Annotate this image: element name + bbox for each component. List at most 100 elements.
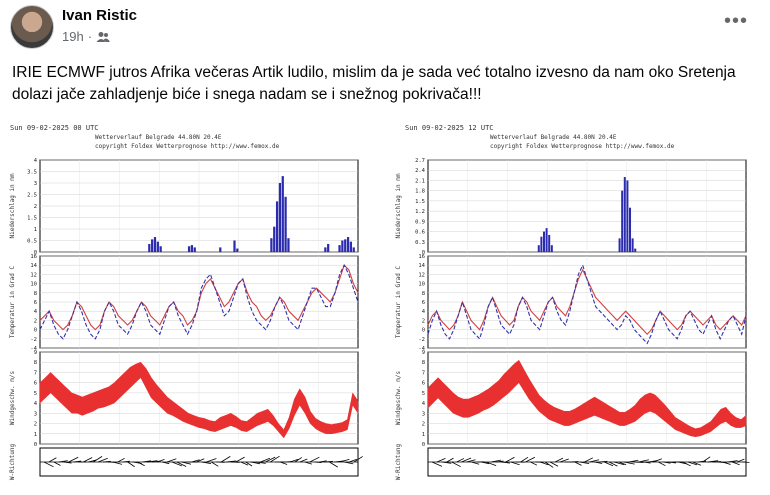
wind-tick-label: 7 xyxy=(34,370,37,376)
precip-bar xyxy=(160,246,162,252)
temp-tick-label: 8 xyxy=(34,291,37,297)
precip-bar xyxy=(538,245,540,252)
precip-tick-label: 0.6 xyxy=(415,230,425,236)
precip-bar xyxy=(191,245,193,252)
precip-bar xyxy=(154,237,156,252)
temp-tick-label: 0 xyxy=(34,328,37,334)
precip-bar xyxy=(624,177,626,252)
temp-tick-label: 14 xyxy=(418,263,425,269)
temp-ylabel-right: Temperatur in Grad C xyxy=(395,265,402,338)
chart-station-left: Wetterverlauf Belgrade 44.80N 20.4E xyxy=(95,134,222,141)
friends-icon xyxy=(96,31,110,43)
precip-tick-label: 3.5 xyxy=(27,170,37,176)
wind-tick-label: 1 xyxy=(34,432,37,438)
precip-tick-label: 1.2 xyxy=(415,209,425,215)
dir-ylabel-left: W-Richtung xyxy=(9,444,16,481)
precip-bar xyxy=(546,228,548,252)
precip-bar xyxy=(350,242,352,252)
temp-tick-label: 2 xyxy=(34,318,37,324)
temp-tick-label: 16 xyxy=(418,254,425,260)
meta-separator: · xyxy=(88,29,92,44)
precip-bar xyxy=(324,247,326,252)
precip-bar xyxy=(270,238,272,252)
wind-tick-label: 8 xyxy=(422,360,425,366)
precip-bar xyxy=(626,180,628,252)
dir-panel-left: W-Richtung xyxy=(9,444,363,481)
precip-bar xyxy=(282,176,284,252)
temp-tick-label: 0 xyxy=(422,328,425,334)
precip-tick-label: 0.5 xyxy=(27,239,37,245)
temp-tick-label: -2 xyxy=(418,337,425,343)
temp-ylabel-left: Temperatur in Grad C xyxy=(9,265,16,338)
wind-tick-label: 3 xyxy=(422,411,425,417)
temp-tick-label: 8 xyxy=(422,291,425,297)
temp-tick-label: 12 xyxy=(30,272,37,278)
chart-header-left: Sun 09-02-2025 00 UTC xyxy=(10,124,99,132)
precip-bar xyxy=(338,245,340,252)
chart-station-right: Wetterverlauf Belgrade 44.80N 20.4E xyxy=(490,134,617,141)
chart-copyright-left: copyright Foldex Wetterprognose http://w… xyxy=(95,143,280,150)
precip-bar xyxy=(543,232,545,252)
precip-ylabel-right: Niederschlag in mm xyxy=(395,173,402,238)
precip-bar xyxy=(629,208,631,252)
author-name[interactable]: Ivan Ristic xyxy=(62,7,137,24)
post-meta: 19h · xyxy=(62,29,110,44)
dir-panel-right: W-Richtung xyxy=(395,444,749,481)
temp-tick-label: 16 xyxy=(30,254,37,260)
precip-bar xyxy=(347,237,349,252)
wind-tick-label: 7 xyxy=(422,370,425,376)
temp-tick-label: 6 xyxy=(422,300,425,306)
avatar[interactable] xyxy=(10,5,54,49)
dir-ylabel-right: W-Richtung xyxy=(395,444,402,481)
precip-bar xyxy=(621,191,623,252)
chart-header-right: Sun 09-02-2025 12 UTC xyxy=(405,124,494,132)
precip-tick-label: 1.5 xyxy=(415,199,425,205)
precip-tick-label: 0.3 xyxy=(415,240,425,246)
wind-tick-label: 6 xyxy=(34,381,37,387)
precip-tick-label: 2.1 xyxy=(415,178,425,184)
precip-bar xyxy=(151,239,153,252)
precip-bar xyxy=(284,197,286,252)
meteogram-image: Sun 09-02-2025 00 UTC Wetterverlauf Belg… xyxy=(0,118,770,490)
precip-bar xyxy=(287,238,289,252)
precip-bar xyxy=(619,238,621,252)
precip-tick-label: 3 xyxy=(34,181,37,187)
wind-tick-label: 2 xyxy=(34,422,37,428)
temp-tick-label: 14 xyxy=(30,263,37,269)
precip-tick-label: 0.9 xyxy=(415,219,425,225)
precip-bar xyxy=(194,247,196,252)
wind-tick-label: 3 xyxy=(34,411,37,417)
temp-tick-label: 10 xyxy=(30,282,37,288)
post-text: IRIE ECMWF jutros Afrika večeras Artik l… xyxy=(12,62,762,106)
wind-ylabel-right: Windgeschw. m/s xyxy=(395,371,402,426)
precip-bar xyxy=(219,247,221,252)
precip-bar xyxy=(548,235,550,252)
precip-bar xyxy=(276,201,278,252)
wind-tick-label: 9 xyxy=(34,350,37,356)
wind-tick-label: 5 xyxy=(422,391,425,397)
more-icon[interactable]: ••• xyxy=(724,10,748,33)
precip-bar xyxy=(279,183,281,252)
precip-bar xyxy=(344,239,346,252)
post-image[interactable]: Sun 09-02-2025 00 UTC Wetterverlauf Belg… xyxy=(0,118,770,490)
temp-tick-label: 2 xyxy=(422,318,425,324)
precip-tick-label: 1.5 xyxy=(27,216,37,222)
precip-bar xyxy=(188,246,190,252)
wind-tick-label: 8 xyxy=(34,360,37,366)
precip-tick-label: 2.7 xyxy=(415,158,425,164)
precip-bar xyxy=(632,238,634,252)
temp-tick-label: 4 xyxy=(34,309,38,315)
wind-tick-label: 0 xyxy=(422,442,425,448)
precip-bar xyxy=(148,244,150,252)
wind-ylabel-left: Windgeschw. m/s xyxy=(9,371,16,426)
temp-tick-label: 12 xyxy=(418,272,425,278)
post-time[interactable]: 19h xyxy=(62,29,84,44)
chart-copyright-right: copyright Foldex Wetterprognose http://w… xyxy=(490,143,675,150)
wind-tick-label: 0 xyxy=(34,442,37,448)
precip-tick-label: 2 xyxy=(34,204,37,210)
precip-bar xyxy=(551,245,553,252)
